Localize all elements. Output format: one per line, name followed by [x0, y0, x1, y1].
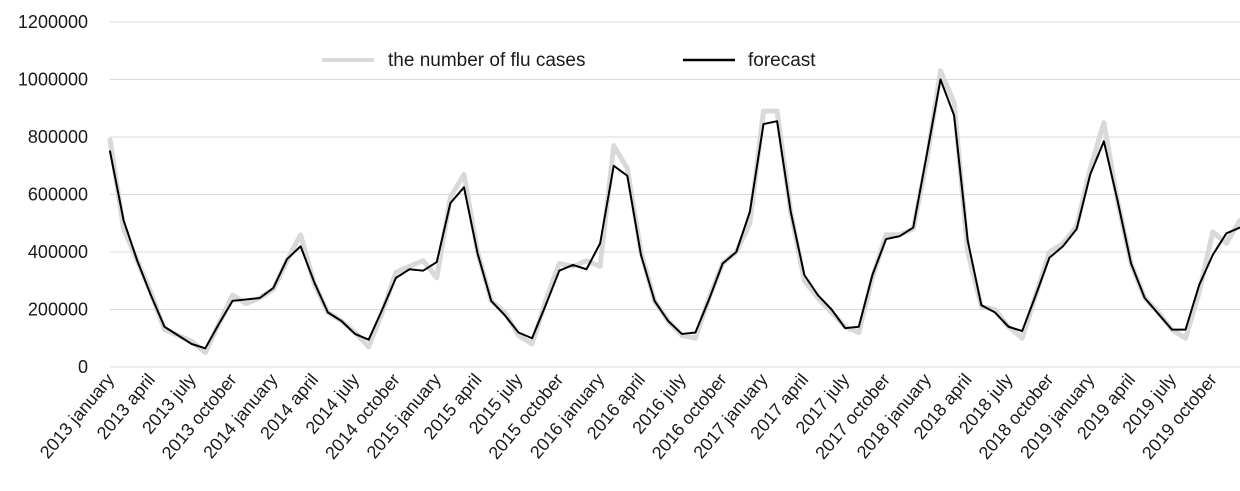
y-tick-label: 200000 — [28, 300, 88, 320]
legend-label-flu-cases: the number of flu cases — [388, 50, 586, 71]
y-tick-label: 1200000 — [18, 12, 88, 32]
y-tick-label: 600000 — [28, 185, 88, 205]
legend: the number of flu cases forecast — [322, 50, 816, 71]
series-line-forecast — [109, 78, 1240, 350]
y-axis-ticks: 0 200000 400000 600000 800000 1000000 1200000 — [18, 12, 88, 377]
series-line-flu-cases — [107, 68, 1240, 356]
gridlines — [110, 21, 1240, 368]
series-lines — [107, 68, 1240, 356]
y-tick-label: 1000000 — [18, 70, 88, 90]
y-tick-label: 0 — [78, 357, 88, 377]
y-tick-label: 800000 — [28, 127, 88, 147]
legend-label-forecast: forecast — [748, 50, 816, 71]
y-tick-label: 400000 — [28, 242, 88, 262]
